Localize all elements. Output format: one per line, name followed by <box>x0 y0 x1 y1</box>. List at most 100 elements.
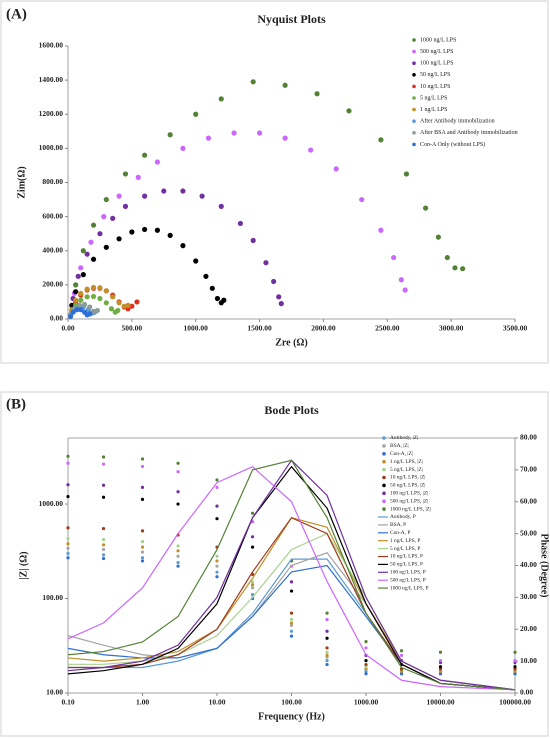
data-point <box>176 554 180 558</box>
data-point <box>103 300 109 306</box>
y-tick-label: 1400.00 <box>39 75 64 84</box>
x-tick-label: 10.00 <box>209 698 226 707</box>
data-point <box>218 96 224 102</box>
legend-label: Con-A Only (without LPS) <box>420 141 485 148</box>
data-point <box>215 564 219 568</box>
data-point <box>438 665 443 669</box>
data-point <box>289 589 294 593</box>
data-point <box>308 147 314 153</box>
data-point <box>325 636 329 640</box>
data-point <box>78 265 84 271</box>
data-point <box>103 244 109 250</box>
data-point <box>90 293 97 300</box>
data-point <box>403 171 410 177</box>
data-point <box>399 653 404 658</box>
data-point <box>180 145 186 151</box>
x-tick-label: 3000.00 <box>439 324 464 333</box>
data-point <box>176 470 180 474</box>
data-point <box>250 580 255 584</box>
data-point <box>80 272 86 278</box>
data-point <box>423 205 429 211</box>
x-tick-label: 10000.00 <box>426 698 454 707</box>
data-point <box>140 559 145 563</box>
data-point <box>73 289 79 295</box>
data-point <box>209 285 215 291</box>
data-point <box>97 231 103 237</box>
y2-tick-label: 10.00 <box>520 656 537 665</box>
data-point <box>333 166 339 172</box>
data-point <box>215 559 219 563</box>
data-point <box>122 171 129 177</box>
data-point <box>402 287 408 293</box>
data-point <box>87 311 93 317</box>
data-point <box>325 629 329 633</box>
data-point <box>221 297 227 303</box>
data-point <box>134 299 140 305</box>
data-point <box>452 265 458 271</box>
legend-marker <box>412 107 416 112</box>
data-point <box>101 495 106 499</box>
data-point <box>101 543 106 547</box>
data-point <box>176 461 180 465</box>
legend-marker <box>412 73 416 77</box>
legend-marker <box>382 467 386 472</box>
data-point <box>110 294 116 300</box>
data-point <box>513 672 517 676</box>
x-axis-label: Frequency (Hz) <box>258 711 325 722</box>
data-point <box>66 542 70 546</box>
data-point <box>66 546 70 550</box>
legend-marker <box>382 459 386 464</box>
data-point <box>325 653 329 658</box>
data-point <box>67 313 74 320</box>
legend-label: BSA, |Z| <box>390 443 409 449</box>
x-tick-label: 0.00 <box>61 324 74 333</box>
data-point <box>199 193 205 199</box>
x-tick-label: 1000.00 <box>184 324 209 333</box>
data-point <box>154 227 160 233</box>
legend-marker <box>412 61 416 65</box>
data-point <box>103 288 109 294</box>
y2-tick-label: 50.00 <box>520 528 537 537</box>
y-tick-label: 1000.00 <box>39 499 64 508</box>
data-point <box>80 248 86 254</box>
data-point <box>438 672 443 676</box>
data-point <box>364 639 368 644</box>
legend-label: 1000 ng/L LPS <box>420 37 456 43</box>
data-point <box>250 237 256 244</box>
data-point <box>66 551 70 556</box>
legend-label: 1 ng/L LPS, P <box>390 538 420 544</box>
legend-marker <box>382 444 386 448</box>
data-point <box>193 111 199 117</box>
data-point <box>101 553 106 557</box>
data-point <box>161 188 167 194</box>
data-point <box>140 545 145 549</box>
data-point <box>513 650 517 654</box>
data-point <box>391 254 397 261</box>
legend-label: 10 ng/L LPS, |Z| <box>390 475 426 481</box>
x-tick-label: 3500.00 <box>503 324 528 333</box>
legend-label: 5 ng/L LPS <box>420 95 447 101</box>
legend-marker <box>382 491 386 496</box>
data-point <box>140 540 145 544</box>
legend-label: 1000 ng/L LPS, |Z| <box>390 506 431 512</box>
legend-label: BSA, P <box>390 522 406 528</box>
data-point <box>140 457 145 461</box>
series-line <box>68 516 516 691</box>
data-point <box>90 256 97 262</box>
legend-label: 10 ng/L LPS, P <box>390 554 423 560</box>
data-point <box>142 152 148 158</box>
data-point <box>180 188 186 194</box>
data-point <box>250 583 255 587</box>
data-point <box>460 266 466 272</box>
legend-label: 5 ng/L LPS, P <box>390 546 420 552</box>
data-point <box>325 650 329 654</box>
legend-marker <box>382 499 386 504</box>
data-point <box>101 455 106 459</box>
y2-axis-label: Phase (Degree) <box>539 534 550 598</box>
data-point <box>84 251 90 257</box>
x-tick-label: 500.00 <box>122 324 143 333</box>
series-line <box>67 459 516 691</box>
x-axis-label: Zre (Ω) <box>275 337 308 348</box>
data-point <box>66 483 70 487</box>
